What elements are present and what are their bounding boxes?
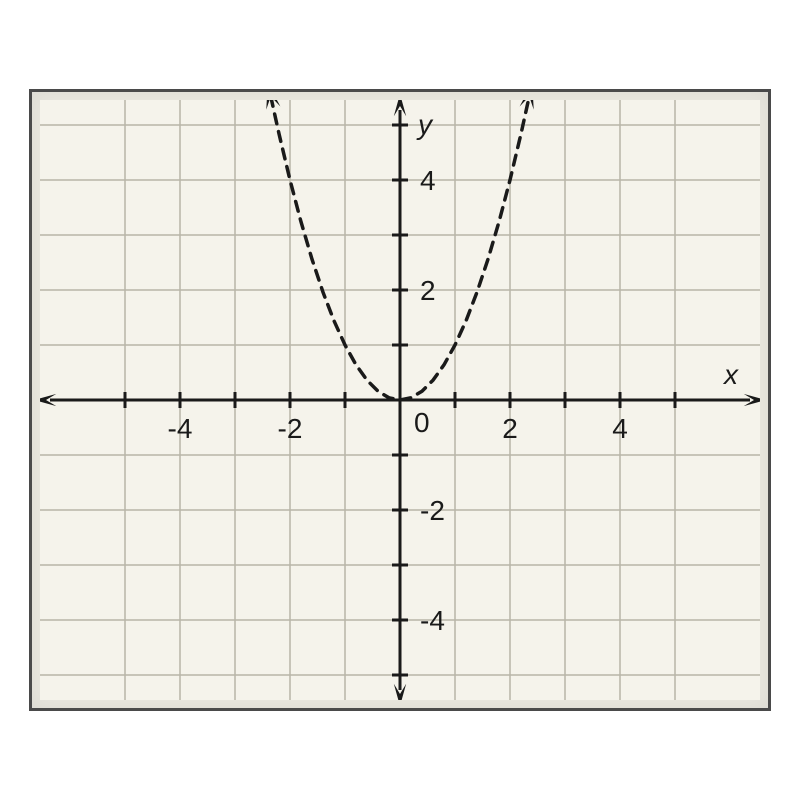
svg-text:4: 4 bbox=[420, 165, 436, 196]
coordinate-plane: -4 -2 2 4 -4 -2 2 4 0 x y bbox=[40, 100, 760, 700]
svg-text:x: x bbox=[722, 359, 739, 390]
svg-text:2: 2 bbox=[420, 275, 436, 306]
svg-text:2: 2 bbox=[502, 413, 518, 444]
svg-text:0: 0 bbox=[414, 407, 430, 438]
svg-text:-4: -4 bbox=[168, 413, 193, 444]
svg-text:y: y bbox=[416, 109, 434, 140]
chart-area: -4 -2 2 4 -4 -2 2 4 0 x y bbox=[40, 100, 760, 700]
svg-text:-2: -2 bbox=[278, 413, 303, 444]
svg-text:4: 4 bbox=[612, 413, 628, 444]
svg-text:-2: -2 bbox=[420, 495, 445, 526]
svg-text:-4: -4 bbox=[420, 605, 445, 636]
chart-frame: -4 -2 2 4 -4 -2 2 4 0 x y bbox=[29, 89, 771, 711]
